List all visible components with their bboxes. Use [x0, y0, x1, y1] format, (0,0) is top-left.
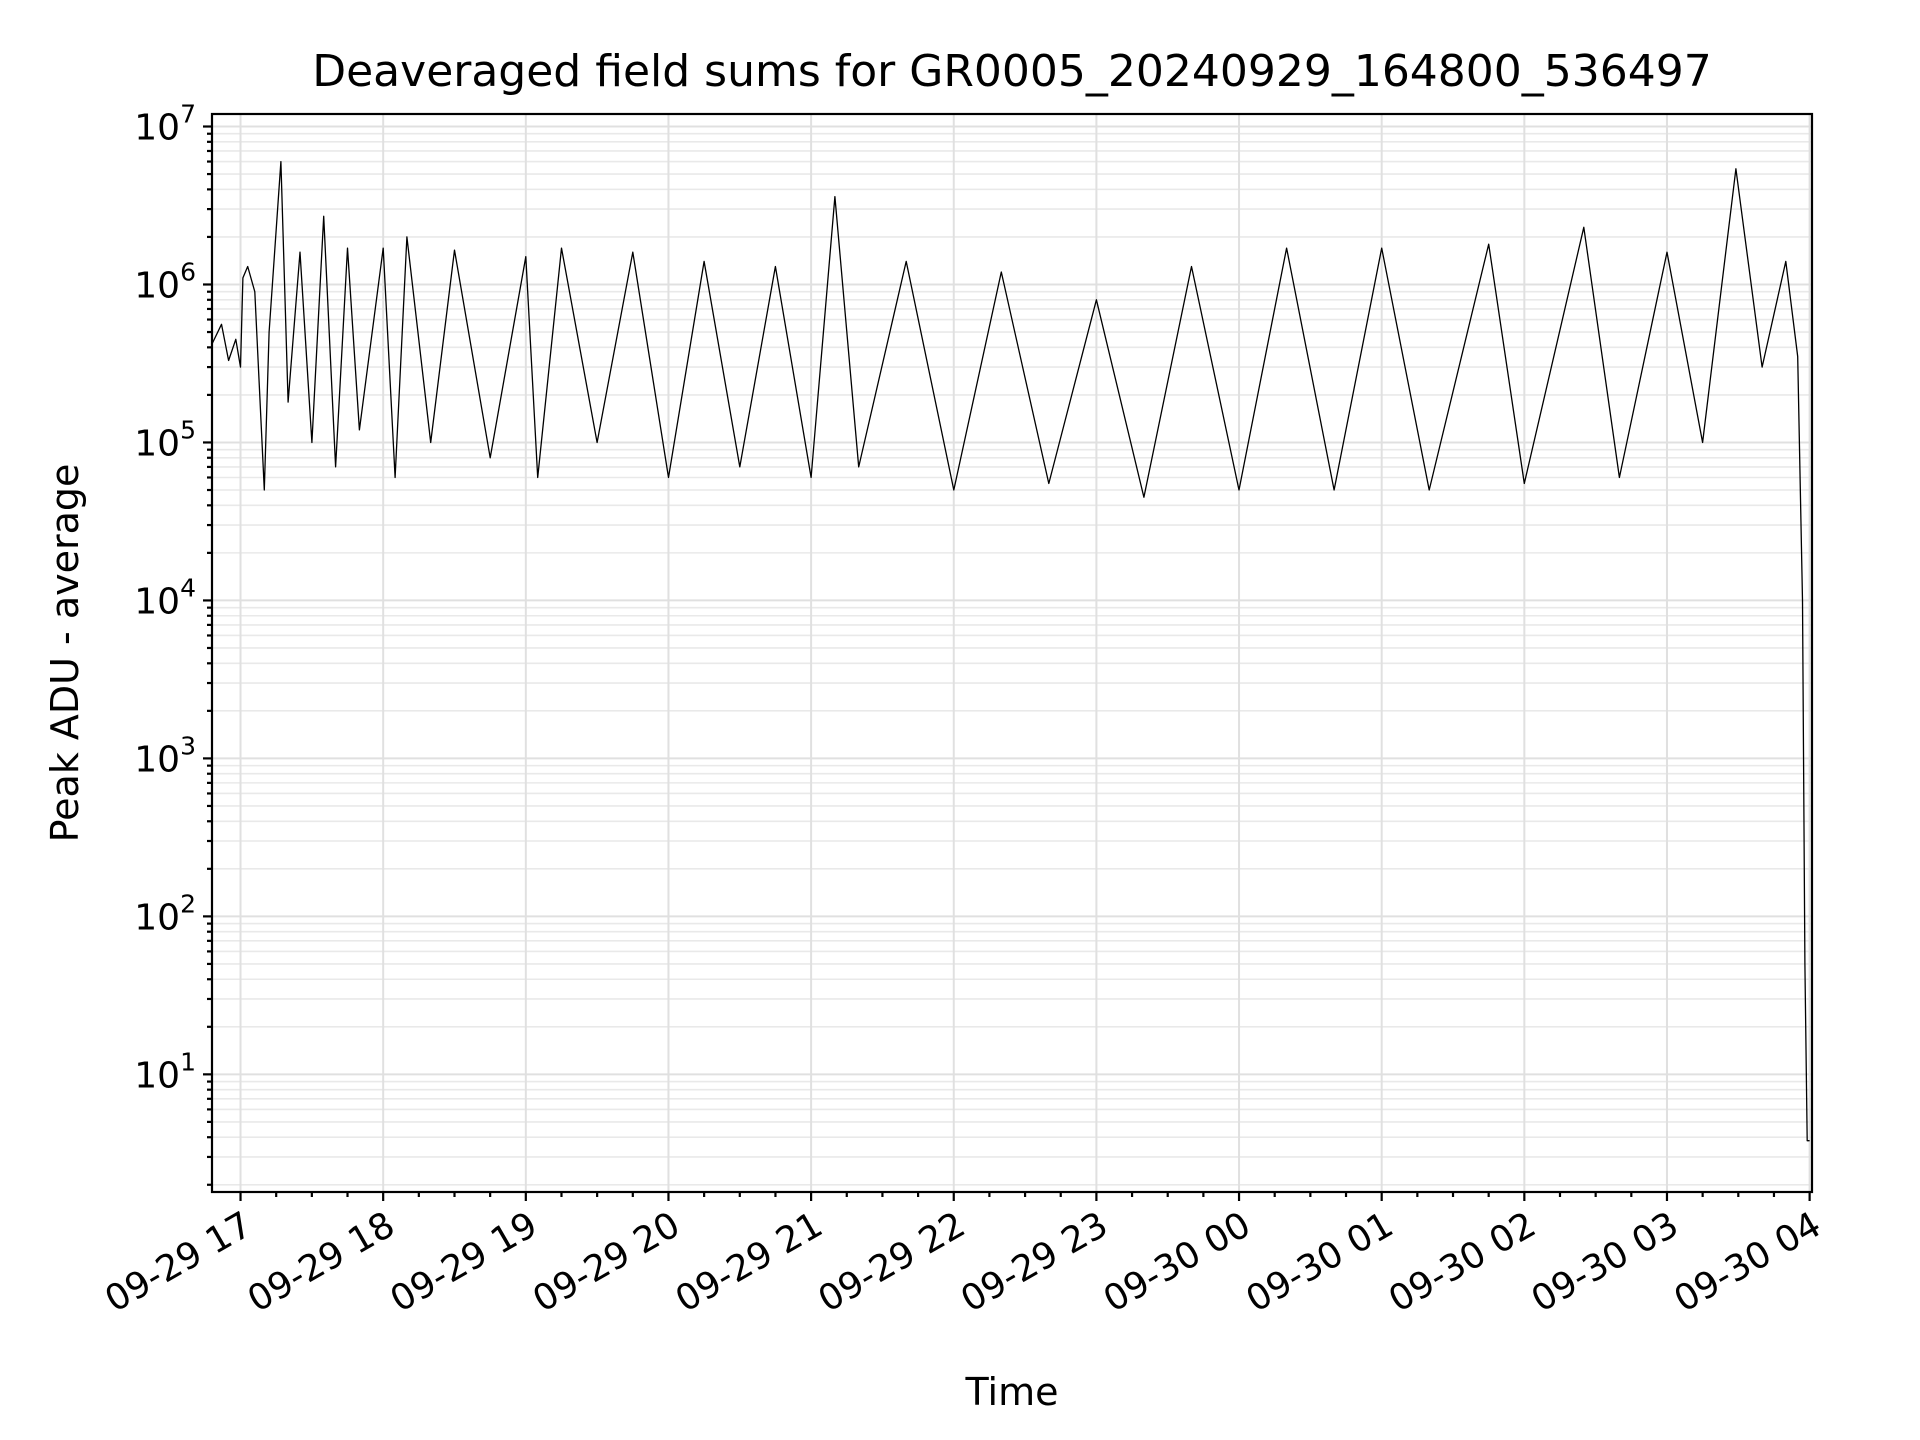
chart-title: Deaveraged field sums for GR0005_2024092…	[312, 46, 1712, 97]
plot-frame	[210, 112, 1814, 1194]
y-tick-label: 102	[134, 889, 196, 938]
y-axis-label: Peak ADU - average	[43, 464, 87, 843]
series-line	[211, 160, 1810, 1142]
y-tick-base: 10	[134, 1055, 180, 1096]
x-axis-label: Time	[965, 1370, 1059, 1414]
y-tick-label: 104	[134, 573, 196, 622]
y-tick-base: 10	[134, 581, 180, 622]
y-tick-exponent: 2	[180, 889, 196, 918]
y-tick-base: 10	[134, 739, 180, 780]
y-tick-base: 10	[134, 265, 180, 306]
y-tick-exponent: 1	[180, 1047, 196, 1076]
y-tick-label: 105	[134, 415, 196, 464]
grid	[212, 114, 1812, 1192]
y-tick-exponent: 7	[180, 100, 196, 129]
y-tick-exponent: 6	[180, 257, 196, 286]
y-tick-base: 10	[134, 423, 180, 464]
y-tick-base: 10	[134, 897, 180, 938]
y-tick-base: 10	[134, 108, 180, 149]
y-tick-exponent: 5	[180, 415, 196, 444]
y-tick-exponent: 4	[180, 573, 196, 602]
y-tick-label: 103	[134, 731, 196, 780]
series-layer	[211, 160, 1810, 1142]
y-tick-exponent: 3	[180, 731, 196, 760]
y-tick-label: 107	[134, 100, 196, 149]
y-tick-label: 106	[134, 257, 196, 306]
y-tick-label: 101	[134, 1047, 196, 1096]
